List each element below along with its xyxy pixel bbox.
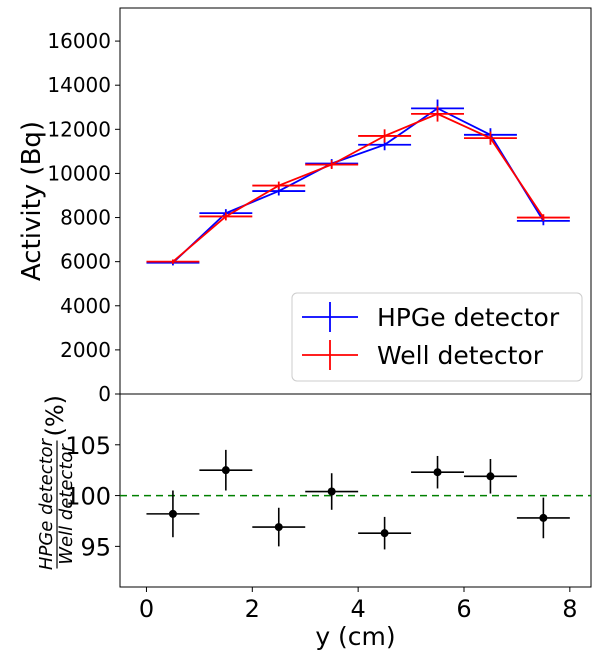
data-point-well	[146, 259, 200, 264]
ratio-point	[146, 490, 200, 538]
ratio-marker	[327, 487, 336, 496]
ratio-marker	[168, 509, 177, 518]
ratio-numerator: HPGe detector	[36, 437, 57, 570]
activity-y-axis-label: Activity (Bq)	[17, 121, 47, 281]
series-line-well	[172, 112, 545, 263]
ratio-point	[516, 497, 570, 539]
activity-y-tick-label: 0	[98, 382, 111, 406]
data-point-well	[463, 131, 517, 145]
ratio-point	[252, 507, 306, 547]
ratio-y-tick-label: 100	[65, 483, 111, 511]
ratio-marker	[380, 529, 389, 538]
ratio-point	[305, 473, 359, 510]
activity-y-tick-label: 16000	[47, 29, 111, 53]
activity-y-tick-label: 10000	[47, 161, 111, 185]
data-point-well	[516, 214, 570, 221]
activity-y-tick-label: 6000	[60, 250, 111, 274]
activity-y-tick-label: 8000	[60, 206, 111, 230]
x-tick-label: 0	[139, 595, 154, 623]
legend: HPGe detector Well detector	[291, 292, 583, 382]
ratio-y-axis-label: HPGe detector Well detector (%)	[36, 395, 77, 570]
ratio-y-tick-label: 95	[80, 533, 111, 561]
legend-item: Well detector	[302, 340, 544, 370]
x-tick-label: 6	[456, 595, 471, 623]
x-tick-label: 8	[562, 595, 577, 623]
x-axis-label: y (cm)	[315, 622, 395, 651]
ratio-panel: 95 100 105 0 2 4 6 8 y (cm) HPGe detector Well det…	[36, 393, 592, 651]
data-point-well	[252, 181, 306, 190]
data-point-well	[411, 106, 464, 122]
data-point-well	[199, 212, 253, 221]
data-point-well	[358, 129, 412, 143]
ratio-point	[463, 459, 517, 494]
ratio-y-tick-label: 105	[65, 432, 111, 460]
ratio-marker	[274, 523, 283, 532]
data-point-well	[305, 160, 359, 170]
activity-y-tick-label: 14000	[47, 73, 111, 97]
legend-box	[291, 292, 583, 382]
x-tick-label: 4	[351, 595, 366, 623]
ratio-marker	[486, 472, 495, 481]
series-line-hpge	[172, 107, 545, 264]
ratio-marker	[433, 468, 442, 477]
activity-y-tick-label: 4000	[60, 294, 111, 318]
activity-y-tick-label: 12000	[47, 117, 111, 141]
legend-item: HPGe detector	[302, 302, 560, 332]
ratio-point	[358, 516, 412, 550]
ratio-marker	[539, 513, 548, 522]
activity-panel: 0 2000 4000 6000 8000 10000 12000 14000 16000 Act…	[17, 7, 592, 406]
ratio-denominator: Well detector	[56, 443, 77, 565]
ratio-plot-frame	[119, 393, 592, 588]
activity-y-tick-label: 2000	[60, 338, 111, 362]
x-tick-label: 2	[245, 595, 260, 623]
ratio-point	[411, 455, 464, 489]
ratio-marker	[221, 466, 230, 475]
legend-label: HPGe detector	[377, 303, 560, 332]
legend-label: Well detector	[377, 341, 544, 370]
ratio-unit: (%)	[41, 395, 69, 437]
ratio-point	[199, 449, 253, 491]
